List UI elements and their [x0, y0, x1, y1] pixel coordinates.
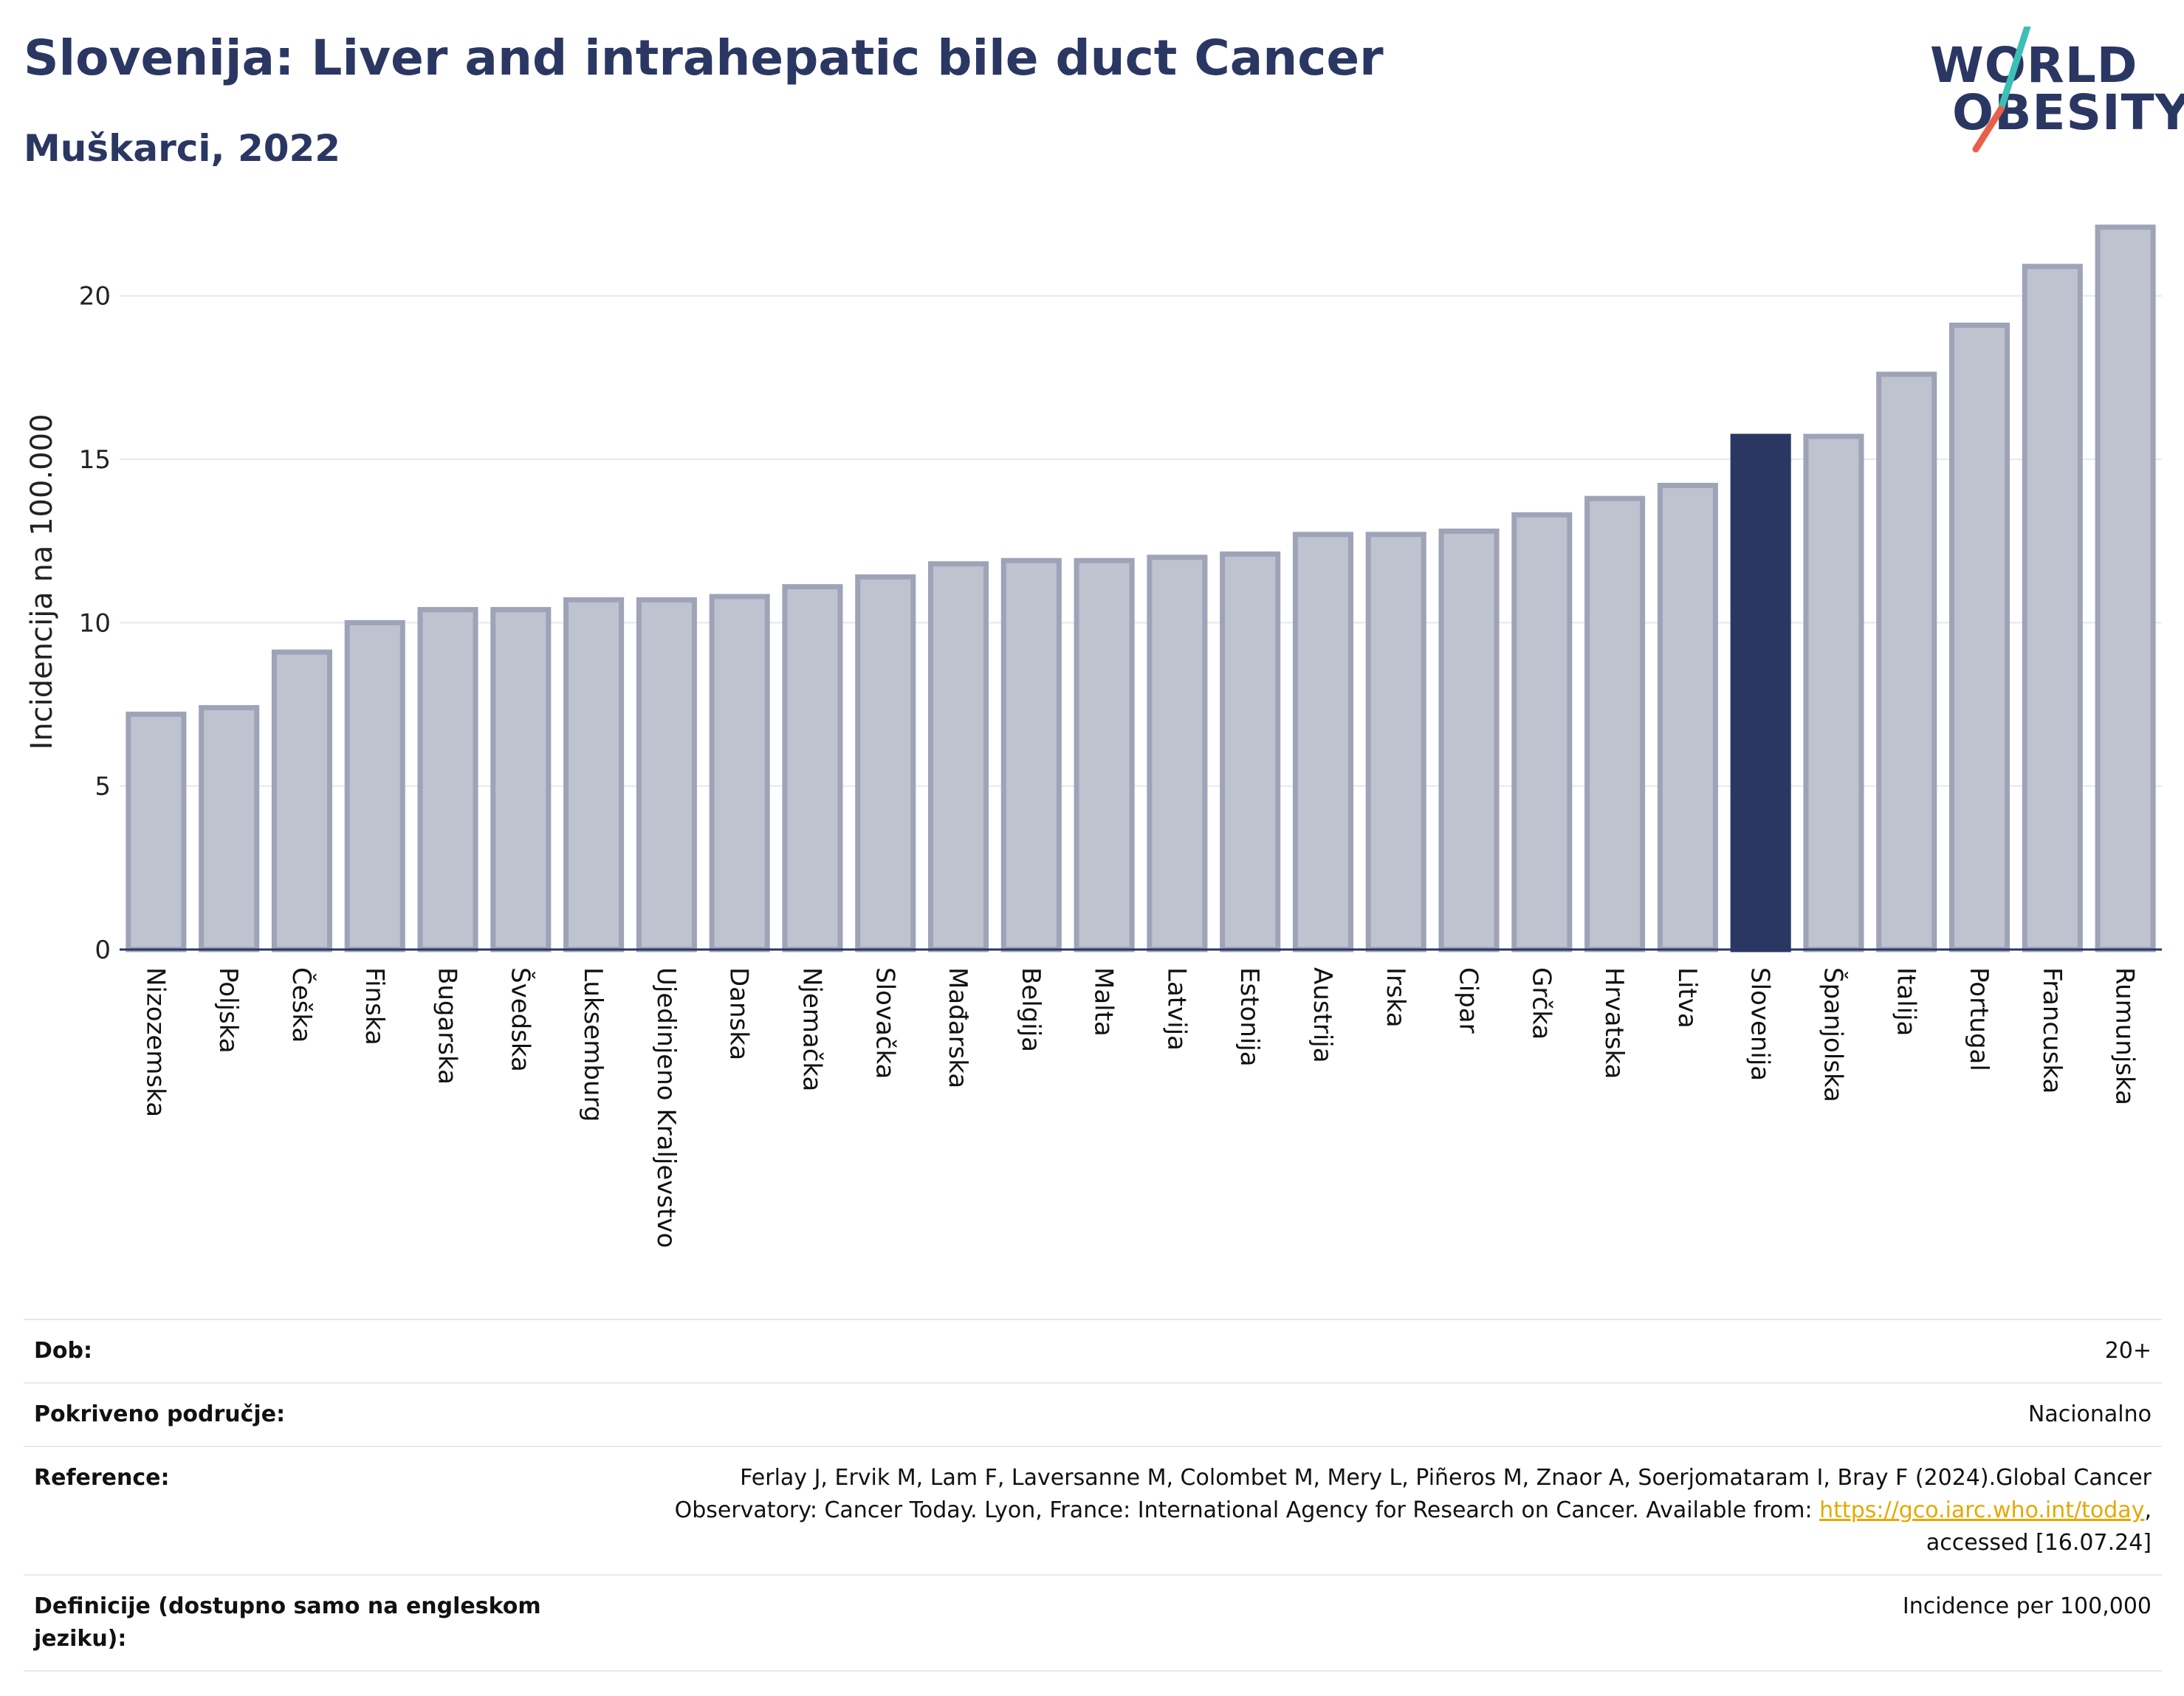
y-axis-label: Incidencija na 100.000	[25, 413, 59, 749]
bar-bugarska	[417, 607, 478, 952]
x-tick-label: Ujedinjeno Kraljevstvo	[651, 967, 681, 1248]
x-tick-label: Hrvatska	[1599, 967, 1629, 1079]
logo-slash-icon	[1972, 27, 2031, 153]
x-tick-label: Bugarska	[433, 967, 462, 1085]
bar-estonija	[1220, 551, 1281, 952]
bar-danska	[709, 594, 770, 952]
bar-slovačka	[855, 574, 916, 952]
chart-title: Slovenija: Liver and intrahepatic bile d…	[24, 30, 1384, 86]
logo-text-line1: WORLD	[1930, 37, 2138, 94]
bar-hrvatska	[1584, 495, 1646, 952]
x-tick-label: Njemačka	[797, 967, 826, 1091]
bar-belgija	[1000, 557, 1062, 952]
x-tick-label: Danska	[724, 967, 754, 1060]
bar-švedska	[490, 607, 552, 952]
x-tick-label: Nizozemska	[140, 967, 170, 1117]
meta-row-age: Dob: 20+	[24, 1319, 2162, 1382]
x-tick-label: Švedska	[505, 967, 535, 1072]
bar-slovenija	[1730, 433, 1791, 952]
y-tick-label: 5	[95, 772, 111, 802]
x-tick-label: Portugal	[1964, 967, 1994, 1071]
bar-finska	[344, 619, 405, 952]
x-tick-label: Slovenija	[1745, 967, 1775, 1081]
bar-rumunjska	[2095, 224, 2156, 952]
reference-text: Ferlay J, Ervik M, Lam F, Laversanne M, …	[674, 1465, 2152, 1523]
y-tick-label: 20	[79, 282, 111, 312]
meta-label: Pokriveno područje:	[34, 1401, 286, 1427]
meta-value: Nacionalno	[2027, 1401, 2152, 1427]
meta-label: Reference:	[34, 1465, 170, 1491]
x-tick-label: Grčka	[1526, 967, 1556, 1040]
x-tick-label: Finska	[360, 967, 389, 1046]
bar-češka	[271, 649, 333, 952]
x-tick-label: Poljska	[213, 967, 243, 1054]
y-axis-ticks: 0 5 10 15 20	[79, 282, 111, 965]
x-tick-label: Irska	[1381, 967, 1410, 1028]
bar-austrija	[1292, 532, 1354, 952]
x-tick-label: Litva	[1672, 967, 1702, 1029]
world-obesity-logo: WORLD OBESITY	[1920, 27, 2184, 167]
x-tick-label: Luksemburg	[578, 967, 608, 1122]
meta-value-reference: Ferlay J, Ervik M, Lam F, Laversanne M, …	[631, 1462, 2152, 1559]
x-tick-label: Rumunjska	[2110, 967, 2140, 1105]
meta-value: Incidence per 100,000	[1902, 1593, 2152, 1619]
reference-accessed: , accessed [16.07.24]	[1926, 1497, 2152, 1556]
bar-irska	[1365, 532, 1426, 952]
bar-njemačka	[782, 584, 843, 952]
x-tick-label: Španjolska	[1818, 967, 1848, 1102]
meta-row-reference: Reference: Ferlay J, Ervik M, Lam F, Lav…	[24, 1446, 2162, 1574]
meta-row-definitions: Definicije (dostupno samo na engleskom j…	[24, 1574, 2162, 1672]
bar-nizozemska	[126, 711, 187, 952]
bar-latvija	[1147, 555, 1208, 952]
bar-španjolska	[1803, 433, 1864, 952]
bar-litva	[1657, 482, 1718, 952]
x-tick-label: Italija	[1891, 967, 1920, 1036]
y-tick-label: 10	[79, 608, 111, 638]
meta-label: Dob:	[34, 1338, 92, 1364]
meta-label: Definicije (dostupno samo na engleskom j…	[34, 1593, 541, 1652]
x-tick-label: Estonija	[1234, 967, 1264, 1067]
x-tick-label: Francuska	[2037, 967, 2067, 1094]
x-tick-label: Slovačka	[870, 967, 899, 1079]
bar-italija	[1876, 371, 1937, 952]
x-tick-label: Cipar	[1454, 967, 1483, 1034]
meta-row-coverage: Pokriveno područje: Nacionalno	[24, 1382, 2162, 1446]
chart-subtitle: Muškarci, 2022	[24, 127, 341, 170]
meta-value: 20+	[2104, 1338, 2152, 1364]
bar-luksemburg	[563, 597, 625, 952]
bar-ujedinjeno-kraljevstvo	[636, 597, 697, 952]
bar-francuska	[2022, 264, 2083, 952]
x-tick-label: Malta	[1089, 967, 1119, 1037]
x-tick-label: Latvija	[1161, 967, 1191, 1051]
metadata-table: Dob: 20+ Pokriveno područje: Nacionalno …	[24, 1319, 2162, 1672]
x-axis-ticks: Nizozemska Poljska Češka Finska Bugarska Šved…	[140, 967, 2139, 1248]
bar-poljska	[199, 704, 260, 952]
x-tick-label: Češka	[286, 967, 317, 1043]
bars	[126, 224, 2156, 952]
y-tick-label: 15	[79, 445, 111, 475]
bar-mađarska	[927, 561, 989, 952]
x-tick-label: Mađarska	[943, 967, 972, 1088]
reference-link[interactable]: https://gco.iarc.who.int/today	[1819, 1497, 2145, 1523]
bar-portugal	[1948, 323, 2010, 952]
x-tick-label: Belgija	[1016, 967, 1045, 1052]
bar-grčka	[1511, 512, 1573, 952]
bar-chart: 0 5 10 15 20 Nizozemska Poljska Češka Finska Bug…	[25, 224, 2162, 1248]
x-tick-label: Austrija	[1308, 967, 1337, 1063]
y-tick-label: 0	[95, 935, 111, 965]
bar-cipar	[1438, 528, 1500, 952]
bar-malta	[1074, 557, 1135, 952]
